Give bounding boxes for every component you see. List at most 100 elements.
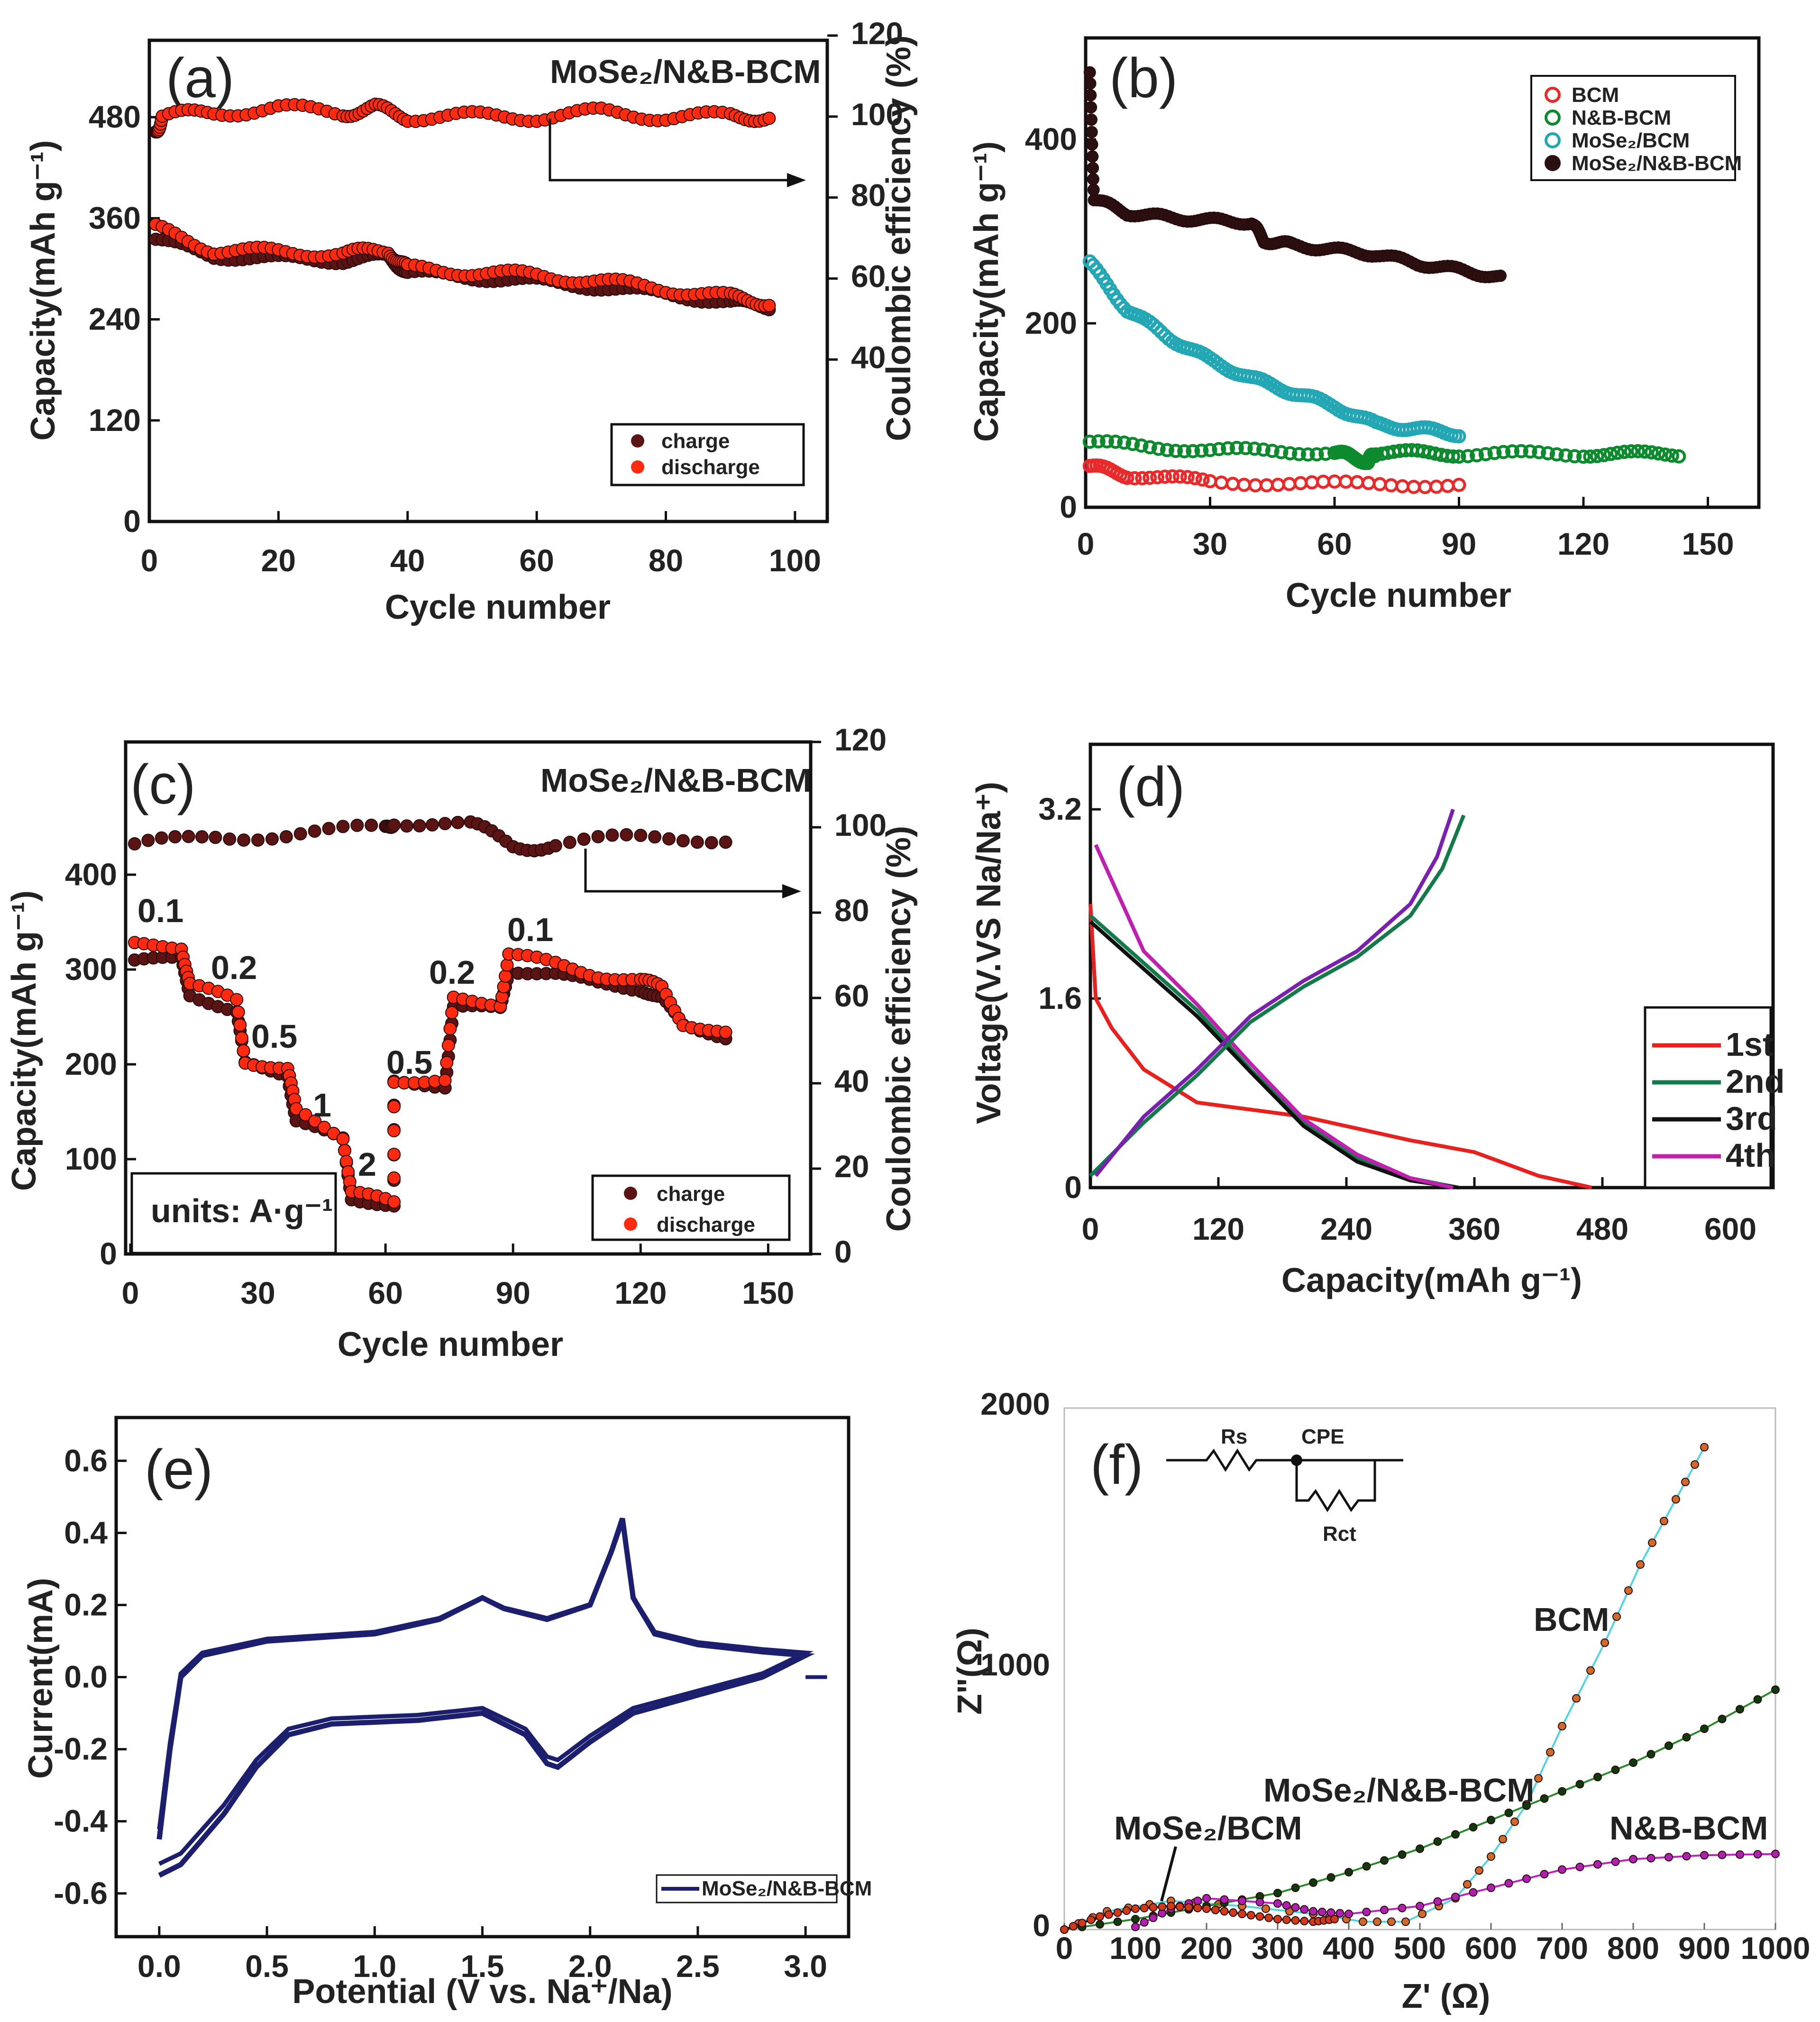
d-legend-entry: 4th bbox=[1726, 1137, 1775, 1174]
c-rate-label: 0.1 bbox=[507, 911, 553, 948]
c-ce-point bbox=[322, 822, 336, 835]
f-point-3 bbox=[1264, 1913, 1273, 1922]
f-point-1 bbox=[1593, 1773, 1602, 1782]
f-point-1 bbox=[1736, 1705, 1744, 1714]
f-point-3 bbox=[1202, 1904, 1211, 1913]
c-ytick-label: 400 bbox=[65, 857, 117, 892]
b-point-1 bbox=[1082, 434, 1097, 449]
f-point-2 bbox=[1255, 1898, 1264, 1907]
b-point-0 bbox=[1165, 469, 1180, 484]
a-frame bbox=[147, 38, 829, 523]
b-point-0 bbox=[1226, 476, 1240, 491]
e-ytick-label: -0.2 bbox=[54, 1731, 108, 1766]
f-point-1 bbox=[1416, 1844, 1424, 1853]
b-point-1 bbox=[1576, 449, 1591, 464]
b-point-0 bbox=[1203, 474, 1217, 489]
c-rate-label: 2 bbox=[358, 1146, 376, 1183]
d-curve-3 bbox=[1094, 844, 1454, 1189]
b-point-1 bbox=[1247, 441, 1262, 456]
f-point-2 bbox=[1504, 1879, 1513, 1888]
c-ce-point bbox=[168, 830, 182, 843]
b-point-0 bbox=[1271, 477, 1285, 492]
e-xtick-label: 0.0 bbox=[137, 1949, 181, 1984]
c-y2tick-label: 60 bbox=[834, 978, 869, 1013]
f-point-2 bbox=[1736, 1850, 1744, 1859]
f-point-1 bbox=[1682, 1733, 1691, 1742]
c-discharge-point bbox=[299, 1108, 312, 1122]
f-point-0 bbox=[1546, 1748, 1555, 1757]
f-point-0 bbox=[1624, 1586, 1633, 1595]
f-point-2 bbox=[1487, 1884, 1495, 1892]
panel-a: 0 20 40 60 80 100 0 120 240 360 480 40 60 80 100 120 Cyc… bbox=[24, 16, 918, 626]
c-ce-point bbox=[141, 833, 155, 847]
c-rate-label: 0.5 bbox=[251, 1018, 297, 1055]
b-point-1 bbox=[1151, 441, 1166, 456]
a-xlabel: Cycle number bbox=[385, 588, 611, 626]
f-point-2 bbox=[1575, 1863, 1584, 1871]
b-point-0 bbox=[1327, 474, 1342, 489]
c-xtick-label: 90 bbox=[495, 1275, 530, 1310]
a-ytick-label: 240 bbox=[89, 302, 141, 337]
f-point-2 bbox=[1718, 1850, 1727, 1859]
c-panel-label: (c) bbox=[130, 753, 196, 816]
b-xtick-label: 30 bbox=[1193, 526, 1227, 561]
b-point-1 bbox=[1665, 448, 1679, 463]
c-discharge-point bbox=[441, 1038, 455, 1052]
f-point-1 bbox=[1451, 1830, 1460, 1839]
c-legend-marker-discharge bbox=[624, 1217, 637, 1231]
c-y2tick-label: 0 bbox=[834, 1234, 852, 1269]
c-xtick-label: 120 bbox=[614, 1275, 667, 1310]
d-curve-0 bbox=[1088, 904, 1592, 1189]
f-point-1 bbox=[1096, 1920, 1104, 1929]
c-ce-point bbox=[155, 831, 168, 845]
d-xtick-label: 240 bbox=[1320, 1211, 1372, 1246]
b-point-1 bbox=[1644, 445, 1659, 460]
c-y2tick-label: 120 bbox=[834, 722, 887, 757]
b-point-1 bbox=[1283, 446, 1298, 461]
c-ce-point bbox=[237, 833, 251, 847]
c-discharge-point bbox=[438, 1073, 452, 1087]
f-xtick-label: 100 bbox=[1109, 1931, 1162, 1966]
f-xtick-label: 400 bbox=[1323, 1931, 1375, 1966]
d-ylabel: Voltage(V.VS Na/Na⁺) bbox=[970, 782, 1008, 1124]
e-panel-label: (e) bbox=[145, 1438, 213, 1501]
f-xlabel: Z' (Ω) bbox=[1402, 1977, 1491, 2015]
f-point-1 bbox=[1575, 1780, 1584, 1789]
c-discharge-point bbox=[387, 1171, 401, 1185]
f-xtick-label: 300 bbox=[1252, 1931, 1304, 1966]
b-point-3 bbox=[1087, 173, 1099, 185]
a-legend-box bbox=[610, 423, 805, 486]
b-point-0 bbox=[1259, 478, 1274, 493]
b-frame bbox=[1084, 36, 1761, 509]
f-point-0 bbox=[1691, 1460, 1699, 1469]
f-point-1 bbox=[1487, 1816, 1495, 1824]
f-point-2 bbox=[1629, 1855, 1637, 1864]
f-point-2 bbox=[1558, 1865, 1566, 1874]
a-arrow-head bbox=[787, 173, 806, 187]
c-units-label: units: A·g⁻¹ bbox=[151, 1192, 333, 1229]
c-ce-point bbox=[336, 820, 350, 833]
b-point-3 bbox=[1086, 150, 1099, 163]
a-xtick-label: 100 bbox=[769, 543, 821, 578]
e-ytick-label: 0.2 bbox=[64, 1587, 108, 1622]
c-ce-point bbox=[662, 832, 676, 846]
b-point-3 bbox=[1083, 66, 1096, 79]
f-point-2 bbox=[1451, 1893, 1460, 1902]
c-legend-charge: charge bbox=[657, 1182, 725, 1206]
b-point-1 bbox=[1610, 446, 1625, 460]
d-xtick-label: 120 bbox=[1192, 1211, 1244, 1246]
f-point-0 bbox=[1672, 1495, 1680, 1504]
b-point-1 bbox=[1487, 446, 1502, 460]
f-point-3 bbox=[1229, 1908, 1238, 1917]
panel-d: 0 120 240 360 480 600 0 1.6 3.2 Capacity(mAh g⁻¹)… bbox=[970, 742, 1784, 1299]
c-ce-point bbox=[563, 835, 576, 849]
b-point-1 bbox=[1658, 447, 1673, 462]
f-point-3 bbox=[1140, 1903, 1149, 1912]
b-point-1 bbox=[1300, 447, 1315, 462]
d-curve-4 bbox=[1089, 814, 1466, 1177]
c-discharge-point bbox=[233, 1018, 247, 1032]
a-ytick-label: 0 bbox=[123, 503, 141, 539]
f-circuit-cpe-label: CPE bbox=[1301, 1425, 1344, 1448]
f-point-0 bbox=[1572, 1694, 1581, 1703]
c-ce-point bbox=[425, 818, 439, 832]
